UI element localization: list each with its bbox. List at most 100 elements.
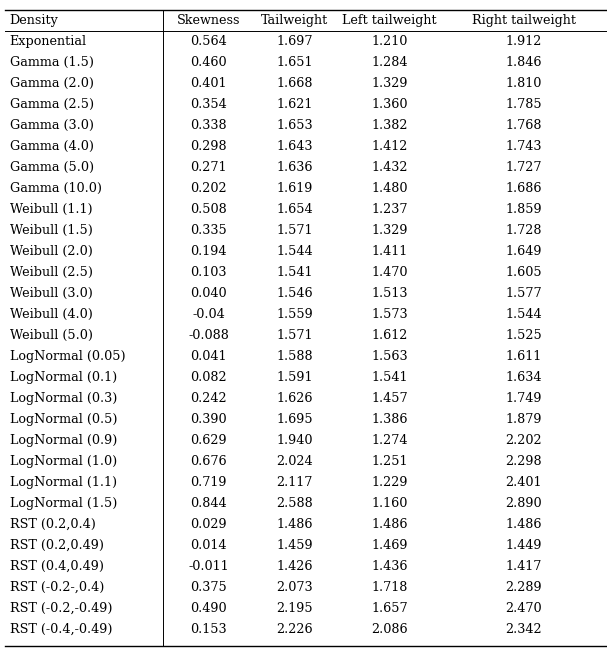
Text: LogNormal (1.5): LogNormal (1.5) [10,497,117,510]
Text: RST (-0.2-,0.4): RST (-0.2-,0.4) [10,581,104,594]
Text: 0.719: 0.719 [190,476,227,489]
Text: 1.768: 1.768 [506,119,542,132]
Text: 1.718: 1.718 [371,581,407,594]
Text: 2.401: 2.401 [506,476,542,489]
Text: LogNormal (0.3): LogNormal (0.3) [10,392,117,405]
Text: 1.653: 1.653 [276,119,313,132]
Text: 1.382: 1.382 [371,119,408,132]
Text: 1.210: 1.210 [371,35,407,48]
Text: -0.04: -0.04 [192,308,225,321]
Text: 1.695: 1.695 [276,413,313,426]
Text: 1.386: 1.386 [371,413,408,426]
Text: -0.088: -0.088 [188,329,229,342]
Text: 1.411: 1.411 [371,245,407,258]
Text: 0.490: 0.490 [190,602,227,615]
Text: Gamma (10.0): Gamma (10.0) [10,182,102,196]
Text: 1.480: 1.480 [371,182,408,196]
Text: RST (0.2,0.4): RST (0.2,0.4) [10,518,95,531]
Text: 1.749: 1.749 [506,392,542,405]
Text: 1.470: 1.470 [371,266,408,279]
Text: Gamma (2.5): Gamma (2.5) [10,98,94,111]
Text: 1.571: 1.571 [276,329,313,342]
Text: Weibull (2.5): Weibull (2.5) [10,266,93,279]
Text: 0.564: 0.564 [190,35,227,48]
Text: Gamma (4.0): Gamma (4.0) [10,141,93,153]
Text: 2.195: 2.195 [276,602,313,615]
Text: 1.668: 1.668 [276,77,313,90]
Text: 1.728: 1.728 [506,224,542,237]
Text: 1.846: 1.846 [506,56,542,69]
Text: Gamma (5.0): Gamma (5.0) [10,162,94,175]
Text: 1.469: 1.469 [371,539,408,552]
Text: 1.785: 1.785 [506,98,542,111]
Text: LogNormal (0.9): LogNormal (0.9) [10,434,117,447]
Text: 1.743: 1.743 [506,141,542,153]
Text: 1.284: 1.284 [371,56,408,69]
Text: 1.360: 1.360 [371,98,408,111]
Text: 1.619: 1.619 [276,182,313,196]
Text: 1.573: 1.573 [371,308,408,321]
Text: 1.697: 1.697 [276,35,313,48]
Text: 1.912: 1.912 [506,35,542,48]
Text: 0.508: 0.508 [190,203,227,216]
Text: 2.202: 2.202 [506,434,542,447]
Text: LogNormal (1.0): LogNormal (1.0) [10,455,117,468]
Text: 0.082: 0.082 [190,371,227,384]
Text: LogNormal (1.1): LogNormal (1.1) [10,476,117,489]
Text: 1.563: 1.563 [371,350,408,363]
Text: 2.588: 2.588 [276,497,313,510]
Text: RST (0.2,0.49): RST (0.2,0.49) [10,539,104,552]
Text: 1.605: 1.605 [506,266,542,279]
Text: 1.940: 1.940 [276,434,313,447]
Text: 1.160: 1.160 [371,497,407,510]
Text: RST (-0.4,-0.49): RST (-0.4,-0.49) [10,623,112,636]
Text: 0.390: 0.390 [190,413,227,426]
Text: Exponential: Exponential [10,35,87,48]
Text: 1.546: 1.546 [276,287,313,300]
Text: 1.626: 1.626 [276,392,313,405]
Text: 0.676: 0.676 [190,455,227,468]
Text: 1.651: 1.651 [276,56,313,69]
Text: 1.426: 1.426 [276,560,313,573]
Text: 1.636: 1.636 [276,162,313,175]
Text: 1.588: 1.588 [276,350,313,363]
Text: RST (-0.2,-0.49): RST (-0.2,-0.49) [10,602,112,615]
Text: 2.024: 2.024 [276,455,313,468]
Text: 2.289: 2.289 [506,581,542,594]
Text: 1.657: 1.657 [371,602,408,615]
Text: 1.649: 1.649 [506,245,542,258]
Text: 0.844: 0.844 [190,497,227,510]
Text: 0.629: 0.629 [190,434,227,447]
Text: 1.544: 1.544 [276,245,313,258]
Text: LogNormal (0.1): LogNormal (0.1) [10,371,117,384]
Text: 0.460: 0.460 [190,56,227,69]
Text: 1.513: 1.513 [371,287,408,300]
Text: 0.401: 0.401 [190,77,227,90]
Text: 1.486: 1.486 [276,518,313,531]
Text: 1.879: 1.879 [506,413,542,426]
Text: 1.449: 1.449 [506,539,542,552]
Text: Weibull (1.5): Weibull (1.5) [10,224,93,237]
Text: 2.086: 2.086 [371,623,408,636]
Text: LogNormal (0.5): LogNormal (0.5) [10,413,117,426]
Text: 2.117: 2.117 [276,476,313,489]
Text: Skewness: Skewness [177,14,240,27]
Text: -0.011: -0.011 [188,560,229,573]
Text: 1.621: 1.621 [276,98,313,111]
Text: 2.342: 2.342 [506,623,542,636]
Text: 1.654: 1.654 [276,203,313,216]
Text: 1.229: 1.229 [371,476,408,489]
Text: 1.436: 1.436 [371,560,408,573]
Text: 0.202: 0.202 [190,182,227,196]
Text: 0.040: 0.040 [190,287,227,300]
Text: Gamma (2.0): Gamma (2.0) [10,77,93,90]
Text: 1.457: 1.457 [371,392,408,405]
Text: 1.686: 1.686 [506,182,542,196]
Text: 0.041: 0.041 [190,350,227,363]
Text: Right tailweight: Right tailweight [472,14,576,27]
Text: 0.194: 0.194 [190,245,227,258]
Text: Weibull (1.1): Weibull (1.1) [10,203,92,216]
Text: 0.298: 0.298 [190,141,227,153]
Text: 0.335: 0.335 [190,224,227,237]
Text: Weibull (5.0): Weibull (5.0) [10,329,93,342]
